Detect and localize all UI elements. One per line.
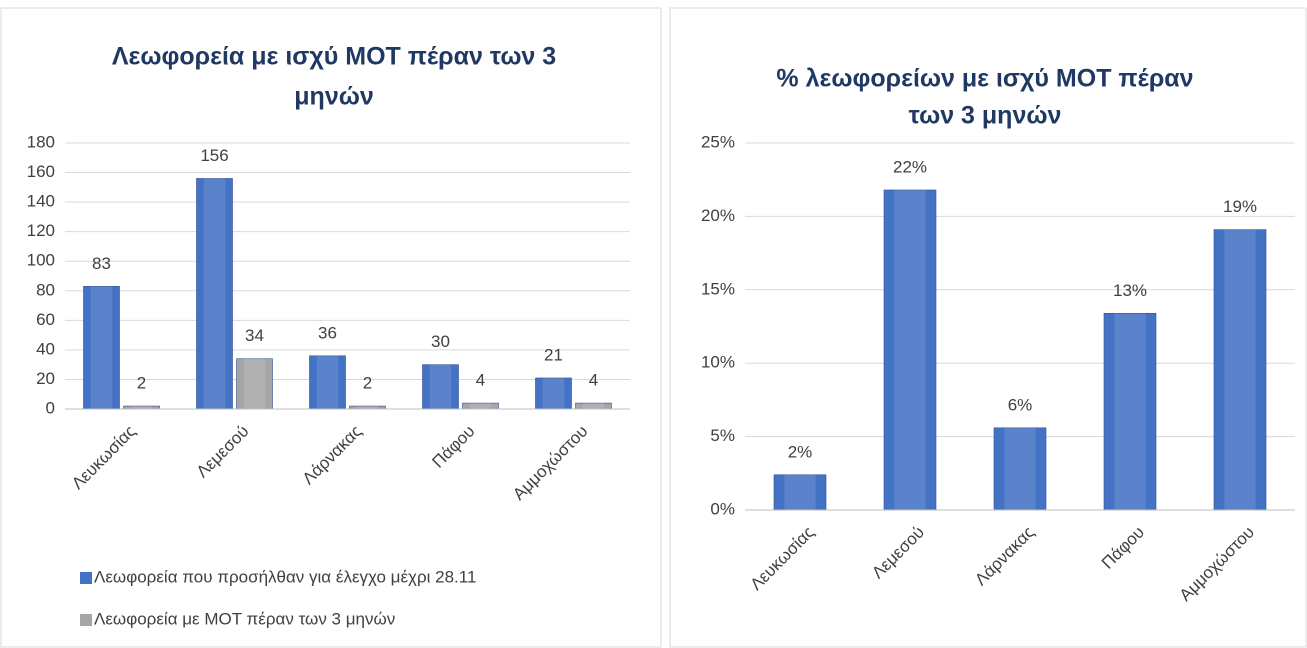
y-tick-label: 5% — [710, 426, 735, 445]
bar — [883, 189, 937, 511]
bar — [422, 364, 459, 410]
data-label: 2 — [363, 374, 372, 393]
panel-frame — [669, 7, 1307, 648]
chart-title: μηνών — [294, 83, 374, 111]
legend-marker — [80, 572, 92, 584]
bar-highlight — [429, 364, 452, 409]
data-label: 4 — [589, 371, 598, 390]
bar-highlight — [784, 474, 816, 510]
bar-highlight — [894, 189, 926, 510]
y-tick-label: 20% — [701, 206, 735, 225]
chart-title: % λεωφορείων με ισχύ ΜΟΤ πέραν — [776, 65, 1193, 93]
y-tick-label: 140 — [27, 192, 55, 211]
data-label: 36 — [318, 323, 337, 342]
bar — [773, 474, 827, 511]
y-tick-label: 0% — [710, 499, 735, 518]
data-label: 34 — [245, 326, 264, 345]
x-tick-label: Πάφου — [428, 422, 478, 472]
x-tick-label: Λευκωσίας — [68, 422, 139, 493]
legend-label: Λεωφορεία που προσήλθαν για έλεγχο μέχρι… — [94, 567, 476, 586]
y-tick-label: 120 — [27, 221, 55, 240]
bar — [309, 355, 346, 410]
x-tick-label: Πάφου — [1098, 523, 1148, 573]
y-tick-label: 20 — [36, 369, 55, 388]
data-label: 2 — [137, 374, 146, 393]
y-tick-label: 100 — [27, 251, 55, 270]
bar — [83, 286, 120, 410]
y-tick-label: 60 — [36, 310, 55, 329]
data-label: 4 — [476, 371, 485, 390]
bar-highlight — [542, 377, 565, 409]
data-label: 156 — [200, 146, 228, 165]
y-tick-label: 40 — [36, 339, 55, 358]
bar-highlight — [1004, 427, 1036, 510]
bar — [236, 358, 273, 410]
bar-highlight — [90, 286, 113, 409]
y-tick-label: 160 — [27, 162, 55, 181]
chart-title: των 3 μηνών — [909, 102, 1062, 130]
bar — [535, 377, 572, 410]
x-tick-label: Αμμοχώστου — [509, 422, 591, 504]
y-tick-label: 10% — [701, 353, 735, 372]
bar-highlight — [356, 406, 379, 409]
x-tick-label: Λάρνακας — [299, 422, 366, 489]
data-label: 6% — [1008, 395, 1033, 414]
chart-title: Λεωφορεία με ισχύ ΜΟΤ πέραν των 3 — [112, 43, 556, 71]
bar-highlight — [243, 358, 266, 409]
x-tick-label: Λεμεσού — [868, 523, 928, 583]
y-tick-label: 15% — [701, 279, 735, 298]
data-label: 21 — [544, 345, 563, 364]
panel-frame — [0, 7, 662, 648]
x-tick-label: Αμμοχώστου — [1176, 523, 1258, 605]
x-tick-label: Λάρνακας — [971, 523, 1038, 590]
bar-highlight — [469, 403, 492, 409]
bar-highlight — [582, 403, 605, 409]
data-label: 30 — [431, 332, 450, 351]
y-tick-label: 80 — [36, 280, 55, 299]
bar — [196, 178, 233, 410]
legend-label: Λεωφορεία με ΜΟΤ πέραν των 3 μηνών — [94, 609, 395, 628]
data-label: 19% — [1223, 197, 1257, 216]
y-tick-label: 25% — [701, 132, 735, 151]
bar-highlight — [130, 406, 153, 409]
bar — [993, 427, 1047, 511]
bar-highlight — [203, 178, 226, 409]
data-label: 83 — [92, 254, 111, 273]
data-label: 2% — [788, 442, 813, 461]
bar-highlight — [1114, 313, 1146, 510]
y-tick-label: 180 — [27, 132, 55, 151]
data-label: 13% — [1113, 281, 1147, 300]
bar-highlight — [316, 355, 339, 409]
bar-highlight — [1224, 229, 1256, 510]
x-tick-label: Λεμεσού — [193, 422, 253, 482]
data-label: 22% — [893, 157, 927, 176]
x-tick-label: Λευκωσίας — [747, 523, 818, 594]
y-tick-label: 0 — [46, 398, 55, 417]
legend-marker — [80, 614, 92, 626]
